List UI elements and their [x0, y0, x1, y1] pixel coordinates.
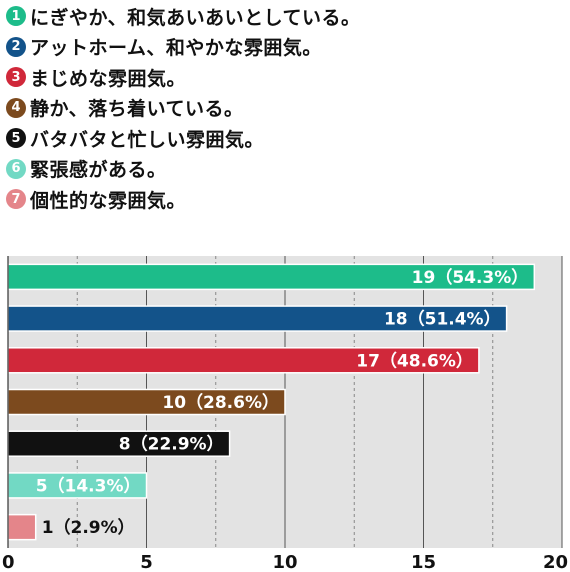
bar — [7, 388, 286, 416]
x-tick-label: 5 — [140, 552, 153, 572]
bar-data-label: 10（28.6%） — [162, 392, 279, 413]
x-tick-label: 10 — [272, 552, 297, 572]
bar — [7, 430, 231, 457]
legend-number-badge: 5 — [6, 128, 26, 148]
legend-number-badge: 4 — [6, 97, 26, 118]
bar — [7, 513, 37, 541]
legend-label: 緊張感がある。 — [30, 159, 167, 181]
bar-data-label: 17（48.6%） — [356, 350, 473, 371]
legend-item: 6 緊張感がある。 — [6, 156, 167, 182]
legend-number-badge: 2 — [6, 36, 26, 57]
legend-item: 2 アットホーム、和やかな雰囲気。 — [6, 34, 322, 60]
bar-data-label: 19（54.3%） — [412, 267, 529, 288]
legend-label: 静か、落ち着いている。 — [30, 98, 244, 120]
bar-data-label: 5（14.3%） — [36, 475, 141, 496]
legend-item: 7 個性的な雰囲気。 — [6, 186, 186, 212]
legend-number-badge: 7 — [6, 189, 26, 209]
legend-label: にぎやか、和気あいあいとしている。 — [30, 6, 361, 29]
legend-number-badge: 3 — [6, 67, 26, 87]
bar-data-label: 8（22.9%） — [119, 434, 224, 455]
legend-item: 1 にぎやか、和気あいあいとしている。 — [6, 3, 361, 29]
legend-item: 5 バタバタと忙しい雰囲気。 — [6, 125, 264, 151]
legend-label: アットホーム、和やかな雰囲気。 — [30, 37, 322, 59]
bar-data-label: 1（2.9%） — [42, 517, 135, 538]
legend-item: 4 静か、落ち着いている。 — [6, 95, 244, 121]
legend-label: まじめな雰囲気。 — [30, 67, 187, 90]
bar — [7, 347, 480, 374]
x-tick-label: 0 — [2, 552, 15, 572]
legend-label: 個性的な雰囲気。 — [30, 189, 187, 212]
x-tick-label: 20 — [543, 552, 568, 572]
legend-number-badge: 6 — [6, 158, 26, 179]
x-tick-label: 15 — [411, 552, 436, 572]
legend-label: バタバタと忙しい雰囲気。 — [30, 128, 265, 151]
bar — [7, 263, 536, 291]
bar-data-label: 18（51.4%） — [384, 309, 501, 330]
legend-number-badge: 1 — [6, 6, 26, 26]
legend-item: 3 まじめな雰囲気。 — [6, 64, 186, 90]
